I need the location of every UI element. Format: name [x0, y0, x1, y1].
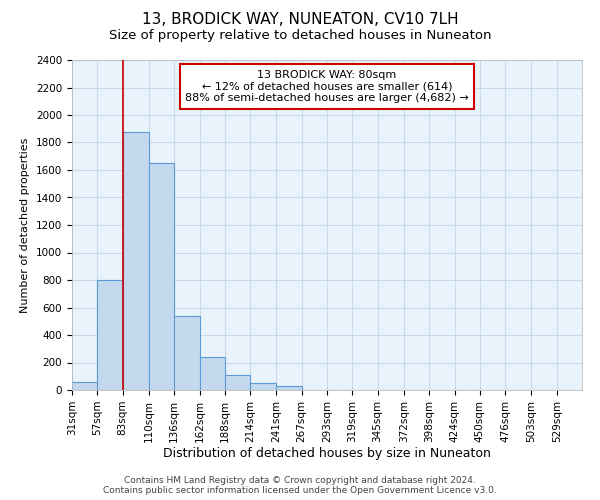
- Text: Contains HM Land Registry data © Crown copyright and database right 2024.
Contai: Contains HM Land Registry data © Crown c…: [103, 476, 497, 495]
- Bar: [277, 386, 302, 390]
- Bar: [122, 132, 149, 390]
- Text: 13 BRODICK WAY: 80sqm
← 12% of detached houses are smaller (614)
88% of semi-det: 13 BRODICK WAY: 80sqm ← 12% of detached …: [185, 70, 469, 103]
- Text: 13, BRODICK WAY, NUNEATON, CV10 7LH: 13, BRODICK WAY, NUNEATON, CV10 7LH: [142, 12, 458, 28]
- X-axis label: Distribution of detached houses by size in Nuneaton: Distribution of detached houses by size …: [163, 448, 491, 460]
- Y-axis label: Number of detached properties: Number of detached properties: [20, 138, 31, 312]
- Bar: [199, 357, 225, 390]
- Bar: [250, 383, 277, 390]
- Bar: [149, 163, 174, 390]
- Text: Size of property relative to detached houses in Nuneaton: Size of property relative to detached ho…: [109, 29, 491, 42]
- Bar: [97, 280, 122, 390]
- Bar: [174, 316, 200, 390]
- Bar: [72, 382, 97, 390]
- Bar: [225, 375, 250, 390]
